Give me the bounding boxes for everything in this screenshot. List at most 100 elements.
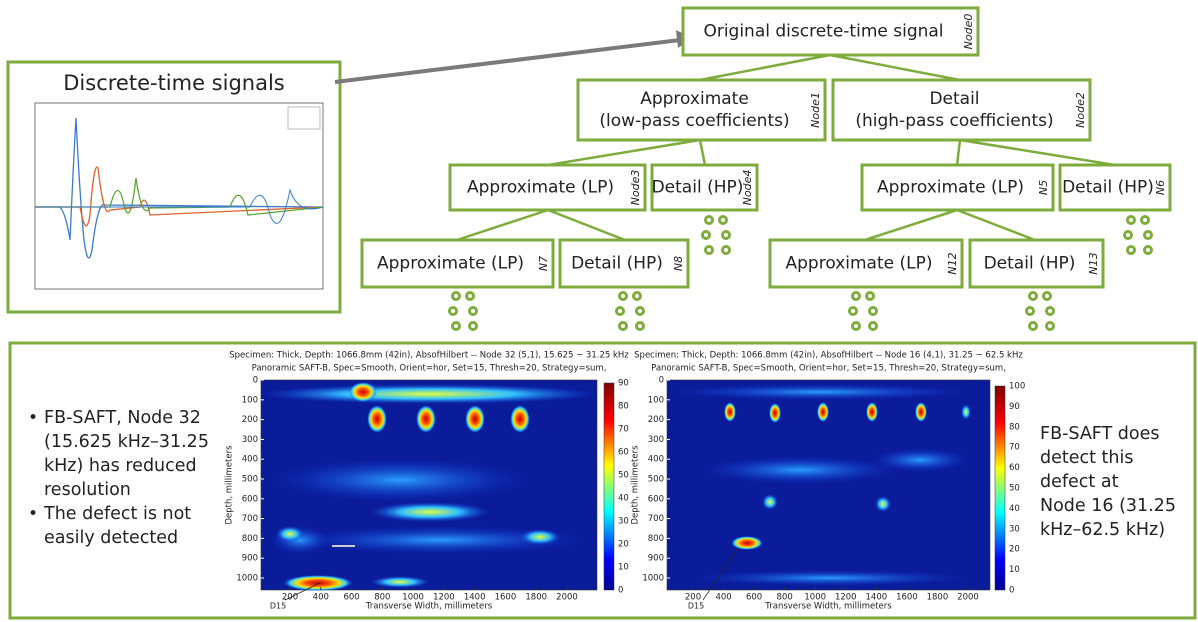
dot xyxy=(1044,293,1051,300)
node-tag: N7 xyxy=(537,256,550,271)
dot xyxy=(467,293,474,300)
hotspot xyxy=(700,456,900,484)
dot xyxy=(1125,232,1132,239)
note-text: kHz–62.5 kHz) xyxy=(1040,520,1165,540)
dot xyxy=(617,308,624,315)
bullet-mark: • xyxy=(28,408,38,428)
hotspot xyxy=(520,529,560,545)
note-text: Node 16 (31.25 xyxy=(1040,496,1176,516)
y-tick-label: 0 xyxy=(659,376,664,386)
bullet-text: (15.625 kHz–31.25 xyxy=(44,432,209,452)
dot xyxy=(453,293,460,300)
dot xyxy=(620,323,627,330)
hotspot xyxy=(762,494,778,510)
note-text: defect at xyxy=(1040,472,1119,492)
y-axis-label: Depth, millimeters xyxy=(631,445,641,525)
tree-edge xyxy=(700,55,830,80)
x-axis-label: Transverse Width, millimeters xyxy=(764,602,892,612)
bullet-mark: • xyxy=(28,504,38,524)
dot xyxy=(450,308,457,315)
dot xyxy=(1142,217,1149,224)
x-tick-label: 1600 xyxy=(896,593,918,603)
colorbar-tick-label: 10 xyxy=(618,563,629,573)
colorbar xyxy=(604,383,614,590)
dot xyxy=(720,217,727,224)
hotspot xyxy=(510,405,530,433)
node-label: Approximate xyxy=(640,89,749,109)
dot xyxy=(1027,308,1034,315)
tree-node: Approximate (LP)Node3 xyxy=(450,165,645,210)
node-label: Original discrete-time signal xyxy=(703,22,943,42)
dot xyxy=(637,308,644,315)
y-tick-label: 1000 xyxy=(642,574,664,584)
y-tick-label: 700 xyxy=(242,514,258,524)
bullet-text: FB-SAFT, Node 32 xyxy=(44,408,201,428)
tree-node: Detail (HP)Node4 xyxy=(652,165,757,210)
node-label: (low-pass coefficients) xyxy=(599,111,789,131)
colorbar-tick-label: 80 xyxy=(1009,422,1020,432)
bullet-text: The defect is not xyxy=(43,504,191,524)
node-tag: Node2 xyxy=(1074,92,1087,128)
plot-title: Panoramic SAFT-B, Spec=Smooth, Orient=ho… xyxy=(651,364,1006,374)
dot xyxy=(1128,217,1135,224)
slide: Discrete-time signals Original discrete-… xyxy=(0,0,1198,622)
tree-edge xyxy=(830,55,960,80)
node-label: Detail (HP) xyxy=(652,178,744,198)
node-tag: N6 xyxy=(1154,180,1167,195)
dot xyxy=(1030,293,1037,300)
y-tick-label: 200 xyxy=(648,415,664,425)
x-tick-label: 400 xyxy=(715,593,731,603)
dot xyxy=(870,308,877,315)
tree-node: Approximate (LP)N12 xyxy=(770,240,962,287)
y-tick-label: 100 xyxy=(648,395,664,405)
node-label: Detail xyxy=(929,89,979,109)
hotspot xyxy=(915,402,927,422)
y-tick-label: 1000 xyxy=(236,574,258,584)
hotspot xyxy=(961,404,971,420)
dot xyxy=(470,308,477,315)
hotspot xyxy=(870,448,970,472)
dot xyxy=(706,247,713,254)
node-label: Detail (HP) xyxy=(984,254,1076,274)
hotspot xyxy=(416,405,436,433)
colorbar-tick-label: 90 xyxy=(1009,402,1020,412)
colorbar-tick-label: 30 xyxy=(618,517,629,527)
y-tick-label: 800 xyxy=(648,534,664,544)
x-tick-label: 2000 xyxy=(556,593,578,603)
y-tick-label: 600 xyxy=(242,494,258,504)
colorbar xyxy=(995,386,1005,590)
dot xyxy=(470,323,477,330)
y-tick-label: 800 xyxy=(242,534,258,544)
note-text: detect this xyxy=(1040,448,1133,468)
dot xyxy=(1145,232,1152,239)
bullet-text: easily detected xyxy=(44,528,178,548)
dot xyxy=(637,323,644,330)
node-tag: Node4 xyxy=(741,170,754,206)
tree-node: Approximate(low-pass coefficients)Node1 xyxy=(578,80,825,140)
colorbar-tick-label: 30 xyxy=(1009,524,1020,534)
colorbar-tick-label: 0 xyxy=(1009,586,1014,596)
hotspot xyxy=(283,575,353,591)
dot xyxy=(703,232,710,239)
x-tick-label: 2000 xyxy=(957,593,979,603)
hotspot xyxy=(817,402,829,422)
dot xyxy=(723,232,730,239)
dot xyxy=(1047,323,1054,330)
tree-edge xyxy=(548,210,625,240)
node-label: Approximate (LP) xyxy=(786,254,933,274)
tree-node: Original discrete-time signalNode0 xyxy=(683,8,978,55)
signal-plot xyxy=(35,103,323,289)
hotspot xyxy=(370,502,490,522)
y-tick-label: 200 xyxy=(242,415,258,425)
colorbar-tick-label: 100 xyxy=(1009,382,1025,392)
y-tick-label: 900 xyxy=(648,554,664,564)
tree-node: Detail(high-pass coefficients)Node2 xyxy=(833,80,1090,140)
y-tick-label: 900 xyxy=(242,554,258,564)
node-label: Approximate (LP) xyxy=(377,254,524,274)
x-tick-label: 600 xyxy=(746,593,762,603)
tree-edge xyxy=(957,140,960,165)
x-tick-label: 1800 xyxy=(525,593,547,603)
tree-node: Approximate (LP)N5 xyxy=(862,165,1053,210)
dot xyxy=(620,293,627,300)
node-label: Approximate (LP) xyxy=(467,178,614,198)
